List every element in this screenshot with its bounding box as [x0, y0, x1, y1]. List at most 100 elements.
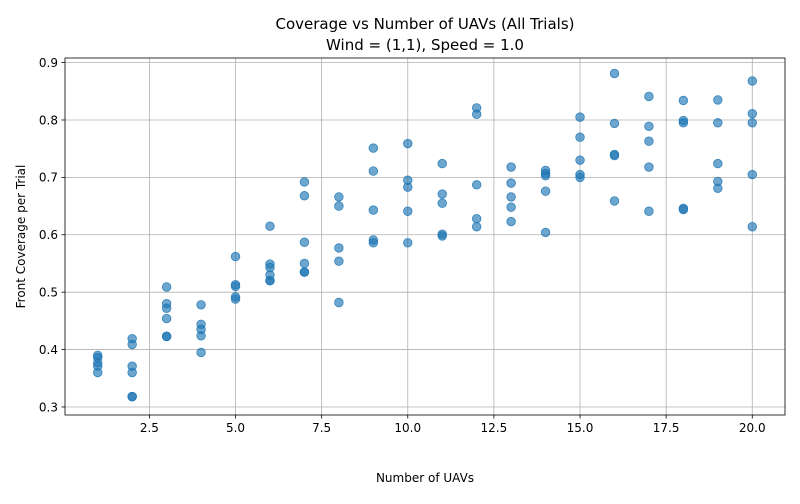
scatter-point [403, 138, 413, 149]
scatter-point [403, 206, 413, 216]
scatter-point [713, 158, 723, 169]
y-tick-label: 0.7 [39, 171, 58, 185]
scatter-point [609, 118, 620, 129]
scatter-point [540, 170, 551, 181]
scatter-point [747, 108, 757, 119]
chart-title-line1: Coverage vs Number of UAVs (All Trials) [275, 15, 574, 33]
scatter-point [575, 155, 585, 165]
scatter-point [644, 91, 654, 102]
y-tick-label: 0.8 [39, 113, 58, 127]
scatter-point [161, 303, 172, 313]
x-tick-label: 12.5 [481, 421, 508, 435]
scatter-point [540, 227, 551, 238]
scatter-point [230, 294, 241, 304]
scatter-point [506, 216, 516, 227]
scatter-point [644, 206, 654, 216]
scatter-point [127, 391, 137, 402]
plot-area-frame [64, 57, 786, 416]
scatter-point [403, 182, 413, 192]
scatter-point [299, 267, 310, 277]
scatter-point [471, 109, 482, 119]
scatter-point [334, 297, 344, 308]
scatter-point [747, 76, 757, 86]
scatter-point [471, 222, 482, 232]
scatter-point [747, 222, 757, 232]
scatter-point [506, 162, 516, 172]
scatter-point [644, 121, 654, 132]
scatter-point [747, 118, 757, 128]
scatter-point [93, 367, 103, 378]
scatter-point [334, 201, 344, 211]
y-tick-label: 0.9 [39, 56, 58, 70]
scatter-point [678, 118, 689, 128]
scatter-point [713, 118, 723, 128]
scatter-point [609, 68, 620, 79]
scatter-point [161, 331, 172, 342]
y-tick-label: 0.5 [39, 285, 58, 299]
scatter-point [437, 158, 447, 169]
chart-title-line2: Wind = (1,1), Speed = 1.0 [326, 36, 524, 54]
scatter-point [334, 192, 344, 202]
y-tick-label: 0.4 [39, 343, 58, 357]
scatter-point [713, 95, 723, 105]
scatter-point [437, 189, 447, 199]
scatter-point [644, 136, 654, 146]
scatter-point [368, 143, 379, 153]
scatter-point [265, 221, 275, 231]
scatter-point [506, 202, 516, 212]
scatter-point [334, 256, 344, 266]
scatter-point [299, 191, 310, 201]
scatter-point [230, 281, 241, 292]
scatter-point [299, 258, 310, 269]
scatter-point [644, 162, 654, 172]
scatter-point [196, 300, 206, 310]
scatter-point [575, 172, 585, 183]
x-tick-label: 5.0 [226, 421, 245, 435]
scatter-point [471, 214, 482, 224]
y-tick-label: 0.3 [39, 400, 58, 414]
scatter-point [230, 251, 241, 262]
scatter-point [368, 166, 379, 176]
scatter-point [368, 238, 379, 248]
scatter-point [437, 231, 447, 241]
scatter-point [506, 192, 516, 202]
x-axis-ticks: 2.5 5.0 7.5 10.0 12.5 15.0 17.5 20.0 [140, 415, 766, 435]
x-tick-label: 17.5 [653, 421, 680, 435]
scatter-point [196, 331, 206, 341]
scatter-point [299, 237, 310, 247]
scatter-point [678, 95, 689, 106]
scatter-point [299, 177, 310, 187]
x-tick-label: 2.5 [140, 421, 159, 435]
scatter-point [334, 243, 344, 253]
scatter-point [265, 275, 275, 286]
scatter-point [540, 186, 551, 196]
scatter-point [196, 347, 206, 358]
scatter-point [747, 169, 757, 180]
y-axis-label: Front Coverage per Trial [14, 165, 28, 309]
x-tick-label: 7.5 [312, 421, 331, 435]
scatter-point [678, 204, 689, 215]
scatter-point [161, 282, 172, 292]
scatter-point [609, 150, 620, 161]
scatter-point [437, 198, 447, 208]
x-tick-label: 20.0 [739, 421, 766, 435]
scatter-point [575, 112, 585, 122]
x-tick-label: 10.0 [394, 421, 421, 435]
scatter-point [127, 367, 137, 378]
scatter-point [368, 205, 379, 215]
scatter-point [713, 183, 723, 193]
scatter-point [127, 339, 137, 350]
y-tick-label: 0.6 [39, 228, 58, 242]
y-axis-ticks: 0.3 0.4 0.5 0.6 0.7 0.8 0.9 [39, 56, 65, 414]
scatter-point [609, 196, 620, 206]
scatter-point [161, 313, 172, 324]
x-axis-label: Number of UAVs [376, 471, 474, 485]
scatter-point [471, 180, 482, 190]
scatter-point [506, 178, 516, 188]
x-tick-label: 15.0 [567, 421, 594, 435]
scatter-point [403, 238, 413, 248]
data-points [93, 68, 757, 402]
